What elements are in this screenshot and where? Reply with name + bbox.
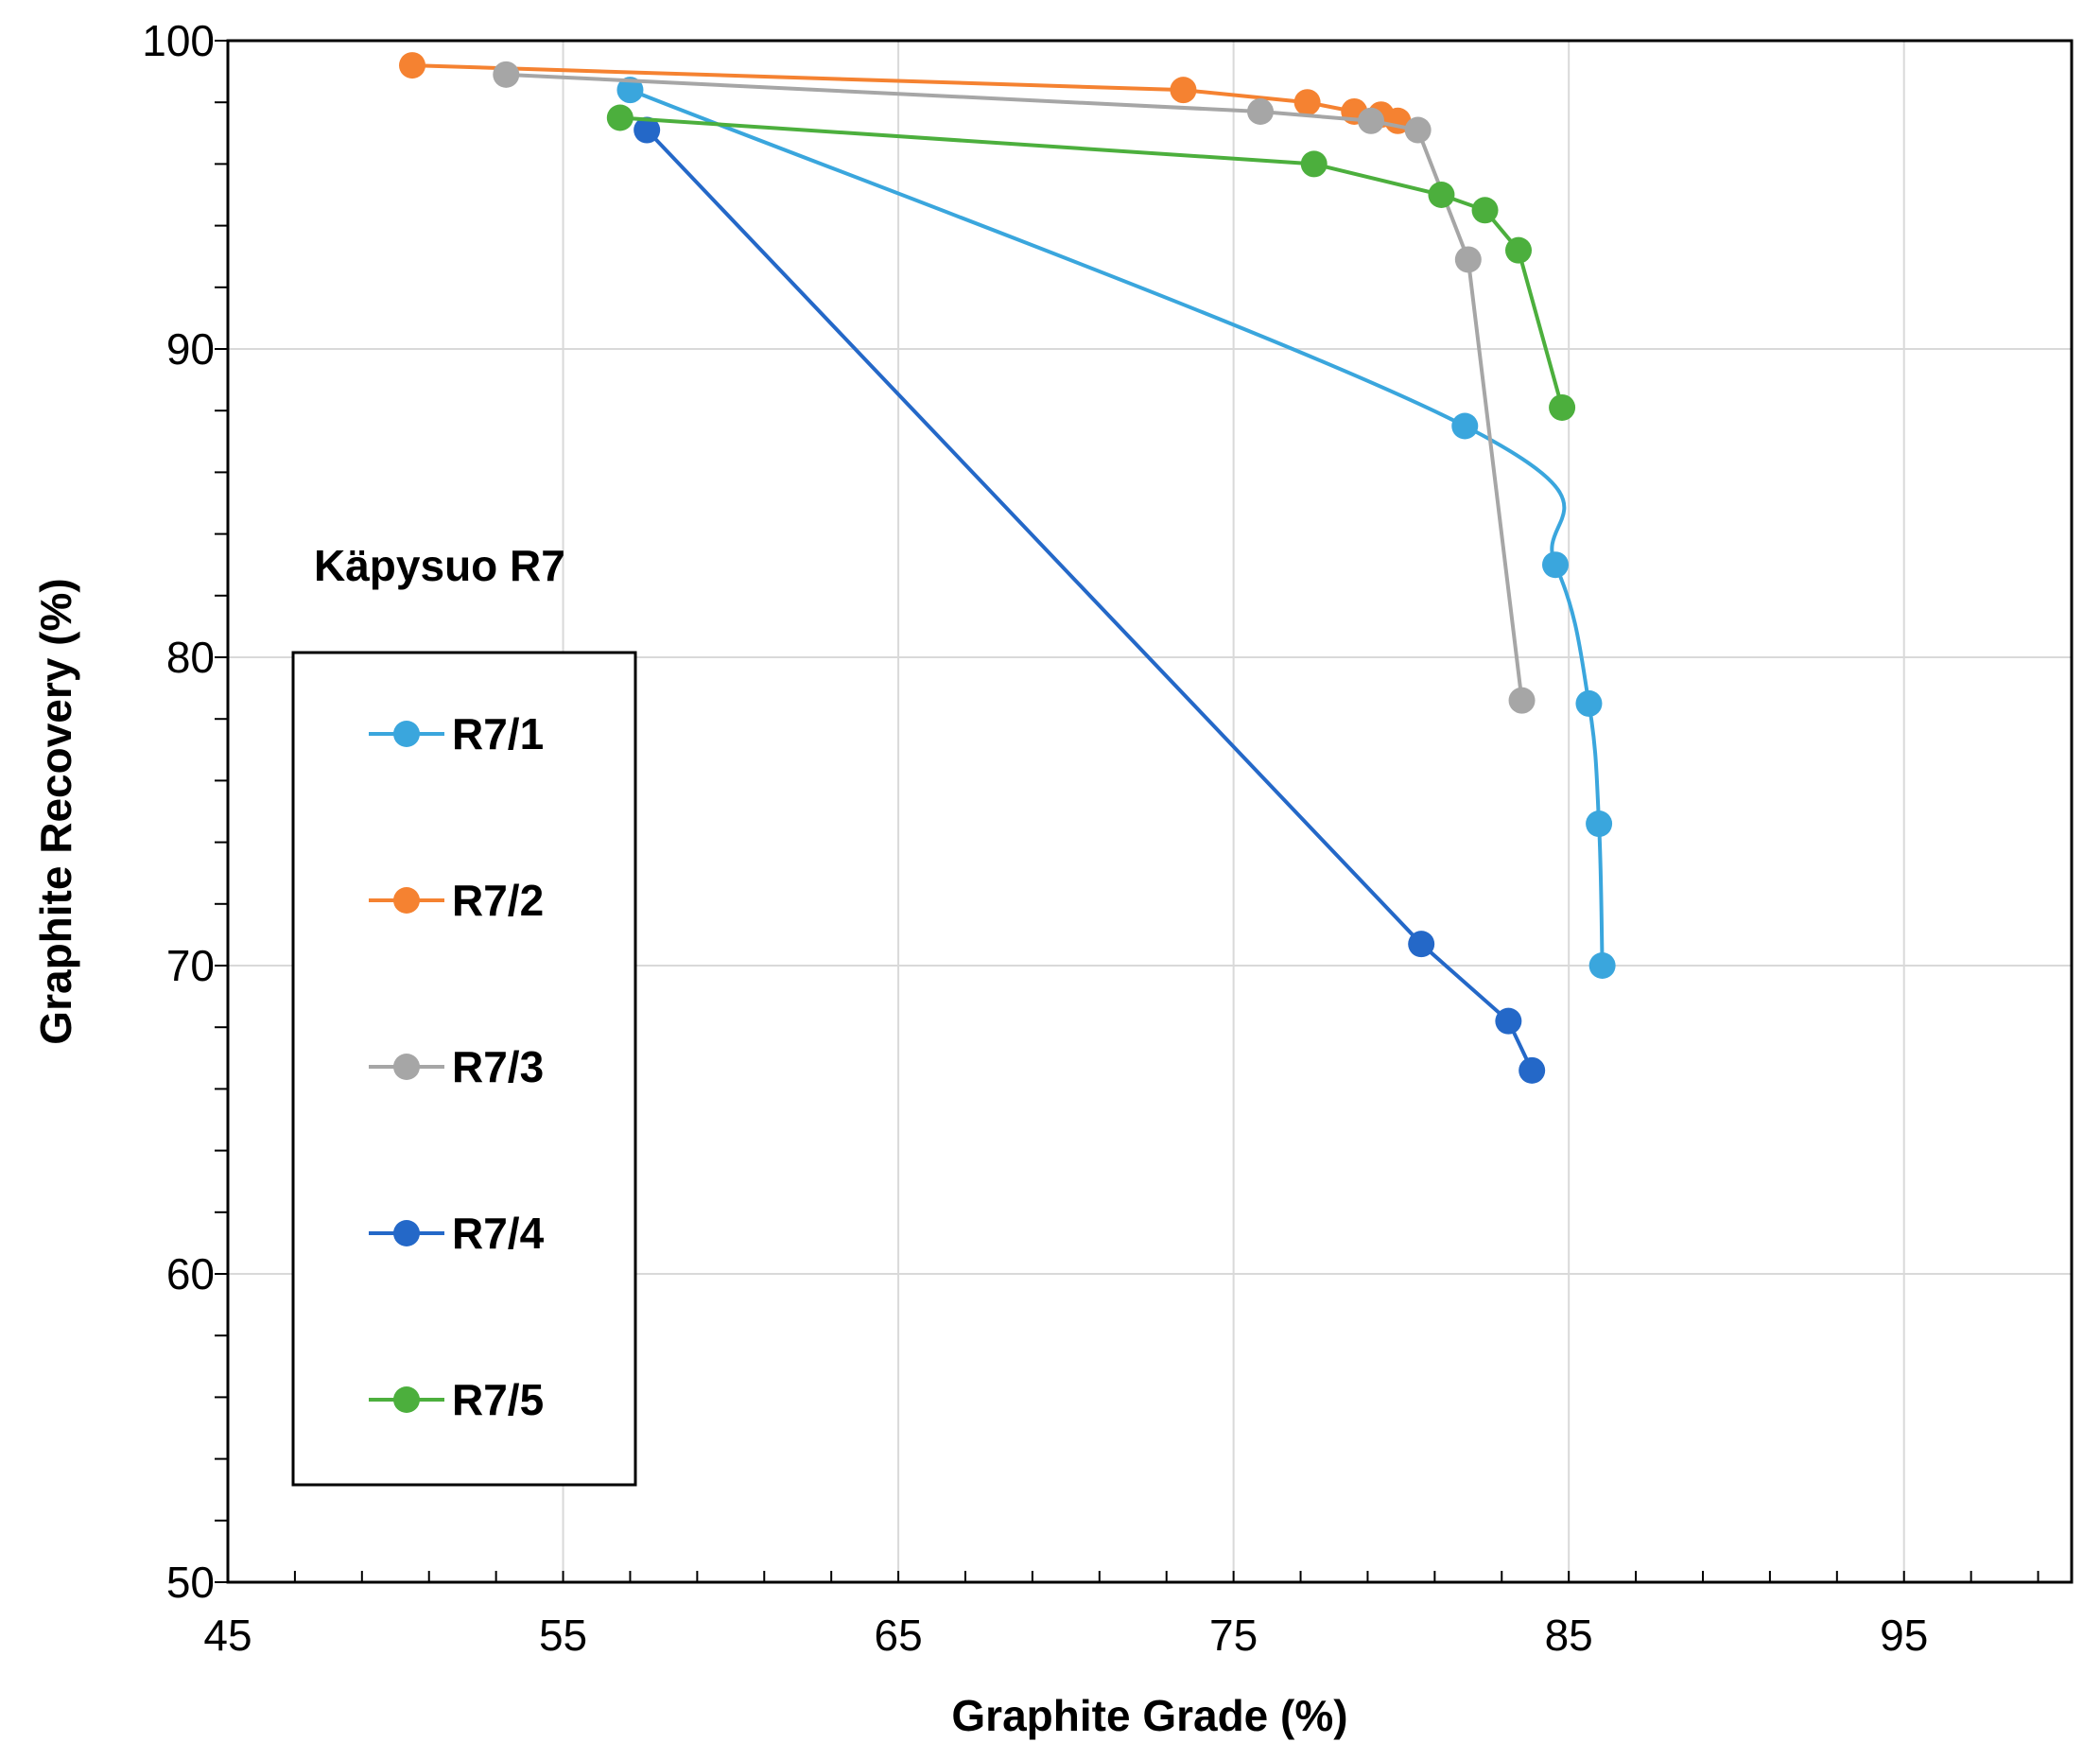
series-R7-4: [633, 116, 1546, 1084]
x-tick-label: 45: [203, 1611, 252, 1660]
data-point: [1549, 393, 1576, 421]
legend: R7/1 R7/2 R7/3 R7/4 R7/5: [291, 651, 637, 1487]
legend-swatch-marker: [393, 721, 420, 747]
legend-box: [291, 651, 637, 1487]
data-point: [616, 77, 644, 104]
data-point: [1471, 197, 1499, 224]
x-tick-label: 55: [539, 1611, 587, 1660]
legend-label: R7/3: [452, 1042, 544, 1091]
legend-item: R7/5: [369, 1375, 544, 1424]
legend-swatch-marker: [393, 1386, 420, 1413]
data-point: [1300, 150, 1328, 178]
data-point: [1586, 810, 1613, 838]
x-tick-label: 75: [1209, 1611, 1258, 1660]
series-R7-3: [493, 61, 1536, 714]
data-point: [606, 104, 633, 131]
y-tick-label: 50: [166, 1558, 215, 1607]
data-point: [1542, 551, 1569, 579]
data-point: [633, 116, 661, 144]
series-line: [645, 129, 1534, 1072]
legend-item: R7/3: [369, 1042, 544, 1091]
legend-label: R7/1: [452, 709, 544, 758]
data-point: [1428, 182, 1455, 208]
legend-label: R7/5: [452, 1375, 544, 1424]
data-point: [1575, 689, 1603, 717]
data-point: [1588, 952, 1616, 979]
data-point: [1519, 1056, 1546, 1084]
data-point: [1454, 246, 1482, 273]
data-point: [399, 52, 425, 79]
plot-area-border: [226, 39, 2074, 1584]
data-point: [1247, 97, 1274, 125]
data-point: [1495, 1007, 1522, 1035]
chart-annotation: Käpysuo R7: [314, 541, 565, 590]
x-tick-label: 95: [1880, 1611, 1928, 1660]
data-point: [1404, 116, 1432, 144]
x-tick-label: 85: [1545, 1611, 1593, 1660]
data-point: [1451, 412, 1479, 440]
tick-labels: 45 55 65 75 85 95 50 60 70 80 90 100: [142, 16, 1928, 1660]
data-point: [1508, 687, 1536, 714]
series-layer: [399, 52, 1616, 1084]
legend-label: R7/2: [452, 876, 544, 925]
series-R7-5: [606, 104, 1576, 421]
data-point: [1505, 236, 1532, 264]
series-R7-1: [616, 77, 1616, 979]
data-point: [1293, 89, 1321, 116]
y-tick-label: 80: [166, 633, 215, 682]
y-tick-label: 100: [142, 16, 215, 65]
data-point: [1358, 107, 1384, 134]
data-point: [1408, 931, 1435, 958]
minor-ticks: [215, 40, 2039, 1583]
series-line: [619, 115, 1565, 409]
x-axis-title: Graphite Grade (%): [951, 1691, 1347, 1740]
legend-swatch-marker: [393, 887, 420, 914]
legend-item: R7/4: [369, 1209, 545, 1258]
legend-swatch-marker: [393, 1054, 420, 1080]
x-tick-label: 65: [875, 1611, 923, 1660]
legend-item: R7/1: [369, 709, 544, 758]
legend-item: R7/2: [369, 876, 544, 925]
y-axis-title: Graphite Recovery (%): [31, 578, 80, 1044]
y-tick-label: 60: [166, 1249, 215, 1298]
y-tick-label: 90: [166, 324, 215, 374]
legend-label: R7/4: [452, 1209, 545, 1258]
data-point: [1170, 77, 1197, 104]
series-line: [506, 72, 1524, 701]
y-tick-label: 70: [166, 941, 215, 990]
legend-swatch-marker: [393, 1220, 420, 1246]
data-point: [493, 61, 520, 88]
series-line: [629, 88, 1605, 967]
